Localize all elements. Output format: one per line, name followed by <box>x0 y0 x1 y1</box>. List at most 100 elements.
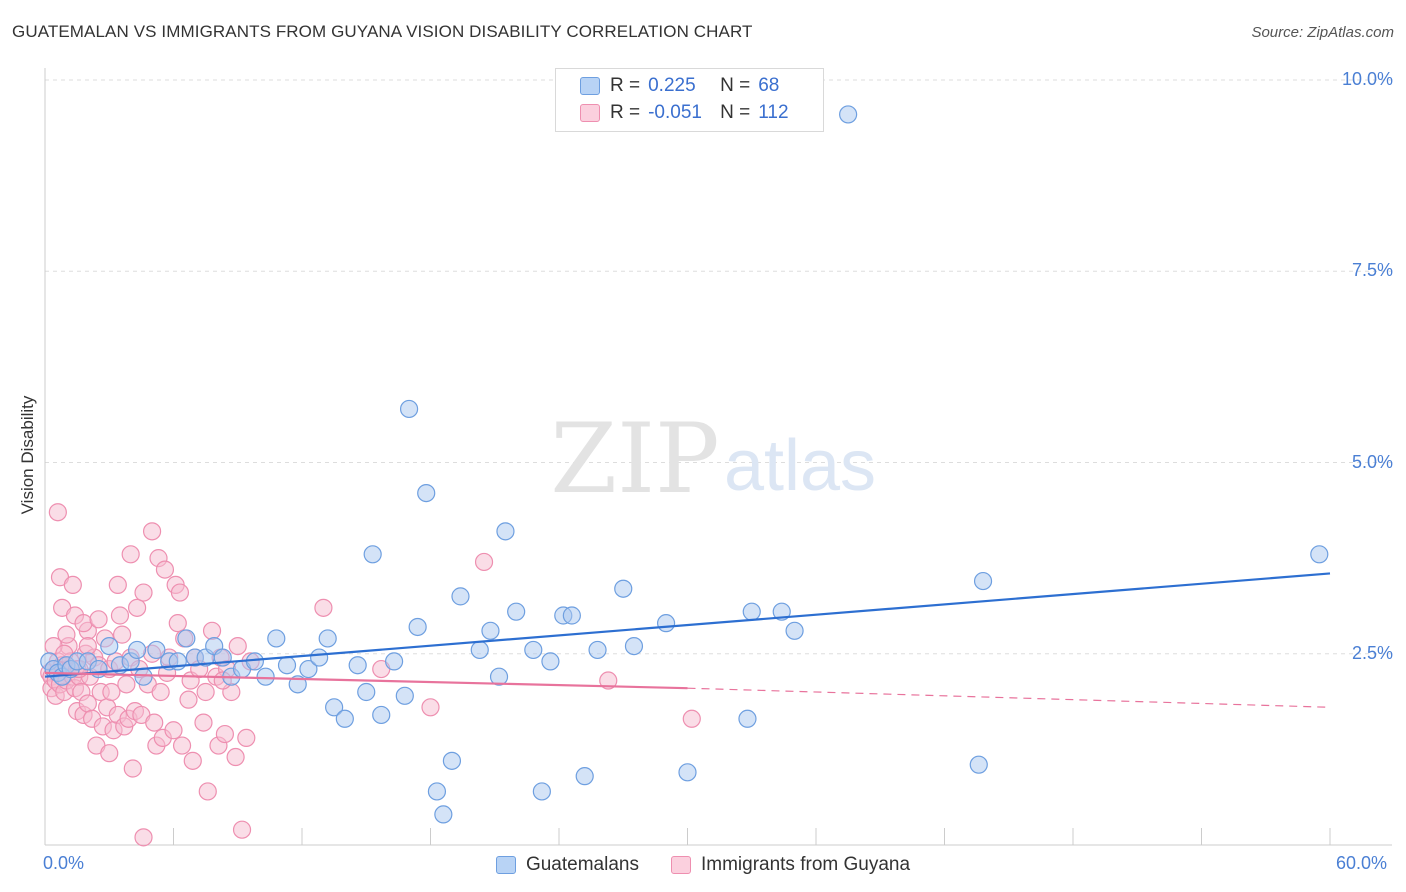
guatemalan-point <box>656 614 676 633</box>
guyana-point <box>599 671 618 690</box>
guatemalan-point <box>427 782 447 801</box>
guyana-point <box>168 614 187 633</box>
series-legend: Guatemalans Immigrants from Guyana <box>0 852 1406 878</box>
legend-label-guyana: Immigrants from Guyana <box>700 854 911 875</box>
trend-lines <box>44 572 1331 708</box>
guatemalan-point <box>507 602 526 621</box>
legend-row-guyana: R = -0.051 N = 112 <box>580 100 789 126</box>
guatemalan-point <box>357 682 376 702</box>
guyana-point <box>237 728 256 748</box>
legend-label-guatemalans: Guatemalans <box>525 854 639 875</box>
guatemalan-point <box>100 636 119 656</box>
legend-r-label: R = <box>610 75 641 96</box>
guyana-point <box>196 682 215 702</box>
guatemalan-point <box>267 629 286 648</box>
guyana-point <box>117 675 136 694</box>
guatemalan-point <box>973 571 993 591</box>
y-tick-label: 10.0% <box>1341 69 1393 89</box>
guatemalan-point <box>1310 545 1329 564</box>
guyana-point <box>123 759 142 778</box>
guatemalan-point <box>839 105 858 124</box>
guyana-point <box>108 575 127 595</box>
guyana-point <box>74 614 93 633</box>
trend-line-guatemalans <box>44 572 1331 678</box>
guatemalan-point <box>348 656 367 675</box>
guyana-point <box>57 625 76 644</box>
legend-swatch-pink <box>580 104 600 122</box>
axes <box>44 68 1392 846</box>
guyana-point <box>183 751 202 770</box>
guatemalan-point <box>742 602 761 621</box>
guyana-point <box>172 736 192 755</box>
source-label: Source: ZipAtlas.com <box>1251 24 1394 41</box>
guyana-point <box>194 713 213 732</box>
guyana-point <box>155 560 175 579</box>
guatemalan-point <box>399 399 419 419</box>
guatemalan-point <box>969 755 988 774</box>
trend-line-guyana-extension <box>687 687 1331 708</box>
guatemalan-point <box>575 767 594 786</box>
stats-legend: R = 0.225 N = 68 R = -0.051 N = 112 <box>555 68 824 132</box>
y-axis-label: Vision Disability <box>18 395 37 515</box>
legend-swatch-pink <box>670 856 691 874</box>
guyana-point <box>78 636 97 656</box>
y-tick-label: 2.5% <box>1351 642 1393 663</box>
guatemalan-point <box>738 709 757 728</box>
guyana-point <box>134 828 153 847</box>
guatemalan-point <box>785 621 804 640</box>
legend-r-value: -0.051 <box>648 102 702 123</box>
guyana-point <box>100 744 119 763</box>
guyana-point <box>121 545 140 564</box>
legend-item-guatemalans[interactable]: Guatemalans <box>495 854 639 876</box>
guatemalan-point <box>127 640 147 660</box>
guatemalan-point <box>177 629 196 648</box>
guatemalan-point <box>562 606 581 625</box>
guatemalan-point <box>372 705 391 725</box>
guyana-point <box>102 682 121 702</box>
guyana-point <box>151 682 170 702</box>
guatemalan-point <box>395 686 414 705</box>
guyana-point <box>63 575 82 595</box>
guatemalan-point <box>325 698 344 717</box>
legend-r-label: R = <box>610 102 641 123</box>
guatemalan-point <box>335 709 354 728</box>
guyana-point <box>142 522 162 541</box>
y-tick-label: 7.5% <box>1351 260 1393 281</box>
guatemalan-point <box>489 667 509 686</box>
guyana-point <box>134 583 153 602</box>
legend-n-value: 68 <box>758 75 780 96</box>
guyana-point <box>170 583 190 602</box>
trend-line-guyana <box>44 671 688 690</box>
guyana-point <box>127 598 147 617</box>
guatemalan-point <box>363 545 382 564</box>
x-tick-label-max: 60.0% <box>1336 853 1388 873</box>
guatemalan-point <box>134 667 153 686</box>
guyana-point <box>232 820 252 839</box>
guyana-point <box>145 713 164 732</box>
guatemalan-point <box>434 805 453 824</box>
guatemalan-point <box>481 621 500 640</box>
legend-n-label: N = <box>720 75 751 96</box>
guyana-point <box>215 724 234 744</box>
guyana-point <box>421 698 440 717</box>
guatemalan-point <box>470 640 489 660</box>
guatemalan-point <box>277 656 297 675</box>
guyana-point <box>202 621 222 640</box>
guatemalan-point <box>524 640 543 660</box>
legend-swatch-blue <box>580 77 600 95</box>
guatemalan-point <box>496 522 515 541</box>
guatemalan-point <box>532 782 551 801</box>
watermark-zip: ZIP <box>550 403 719 515</box>
guyana-point <box>48 503 67 522</box>
legend-item-guyana[interactable]: Immigrants from Guyana <box>670 854 911 876</box>
legend-swatch-blue <box>495 856 516 874</box>
guatemalan-point <box>541 652 560 671</box>
guyana-point <box>474 552 494 572</box>
guatemalan-point <box>624 636 644 656</box>
guatemalan-point <box>288 675 307 694</box>
guyana-point <box>112 625 132 644</box>
guyana-point <box>228 636 247 656</box>
guyana-point <box>164 721 183 740</box>
y-tick-label: 5.0% <box>1351 451 1393 472</box>
guatemalan-point <box>318 629 337 648</box>
